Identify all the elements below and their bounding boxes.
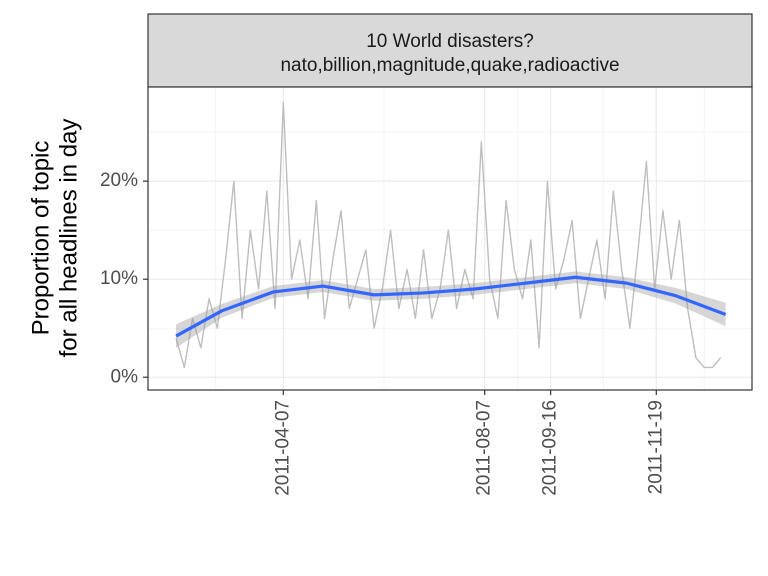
y-axis-label: for all headlines in day: [55, 119, 82, 358]
strip-subtitle: nato,billion,magnitude,quake,radioactive: [280, 55, 619, 76]
raw-line: [175, 101, 722, 369]
x-tick-label: 2011-11-19: [645, 400, 666, 494]
panel-border: [147, 86, 753, 391]
y-axis-label: Proportion of topic: [27, 141, 54, 336]
confidence-band: [176, 271, 726, 348]
smooth-line: [175, 275, 727, 338]
x-tick-label: 2011-08-07: [474, 400, 495, 496]
y-tick-label: 20%: [100, 170, 138, 191]
facet-strip: [147, 13, 753, 88]
strip-title: 10 World disasters?: [366, 31, 534, 52]
x-tick-label: 2011-09-16: [540, 400, 561, 496]
y-tick-label: 10%: [100, 268, 138, 289]
plot-area: [148, 87, 752, 390]
x-tick-label: 2011-04-07: [272, 400, 293, 496]
y-tick-label: 0%: [111, 366, 139, 387]
